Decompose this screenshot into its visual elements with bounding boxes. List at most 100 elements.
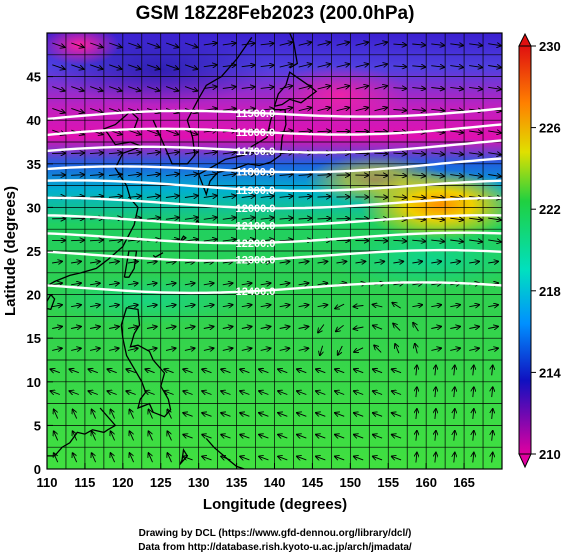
- wind-arrow: [454, 365, 455, 376]
- wind-arrow: [52, 107, 64, 112]
- wind-arrow: [127, 348, 138, 350]
- wind-arrow: [317, 108, 331, 111]
- wind-arrow: [241, 196, 255, 198]
- wind-arrow: [241, 327, 252, 329]
- wind-arrow: [109, 42, 121, 47]
- wind-arrow: [52, 42, 64, 47]
- wind-arrow: [71, 175, 84, 176]
- wind-arrow: [146, 64, 159, 69]
- y-tick-label: 45: [27, 70, 41, 85]
- wind-arrow: [222, 348, 233, 350]
- wind-arrow: [373, 369, 383, 373]
- wind-arrow: [355, 86, 369, 89]
- wind-arrow: [336, 86, 350, 89]
- contour-label: 12400.0: [236, 286, 276, 298]
- y-tick-label: 35: [27, 157, 41, 172]
- wind-arrow: [412, 153, 425, 154]
- credit-drawing: Drawing by DCL (https://www.gfd-dennou.o…: [139, 528, 412, 539]
- wind-arrow: [71, 86, 83, 91]
- wind-arrow: [73, 453, 78, 463]
- wind-arrow: [165, 42, 178, 47]
- wind-arrow: [202, 456, 212, 460]
- wind-arrow: [146, 42, 159, 47]
- y-tick-label: 25: [27, 244, 41, 259]
- wind-arrow: [107, 369, 117, 373]
- wind-arrow: [473, 431, 474, 441]
- wind-arrow: [416, 409, 417, 419]
- wind-arrow: [146, 261, 157, 263]
- wind-arrow: [127, 283, 138, 285]
- wind-arrow: [202, 369, 212, 373]
- wind-arrow: [241, 283, 252, 285]
- wind-arrow: [240, 435, 250, 439]
- wind-arrow: [165, 64, 178, 69]
- wind-arrow: [279, 174, 293, 175]
- wind-arrow: [297, 435, 307, 439]
- y-tick-label: 0: [34, 462, 41, 477]
- wind-arrow: [355, 261, 366, 263]
- wind-arrow: [492, 409, 493, 419]
- wind-arrow: [71, 327, 81, 329]
- wind-arrow: [454, 431, 455, 441]
- wind-arrow: [469, 218, 482, 220]
- wind-arrow: [374, 131, 387, 132]
- wind-arrow: [492, 365, 493, 376]
- height-contour: [47, 231, 502, 245]
- wind-arrow: [431, 261, 441, 263]
- wind-arrow: [89, 240, 103, 241]
- wind-arrow: [164, 369, 174, 373]
- wind-arrow: [279, 108, 293, 111]
- wind-arrow: [241, 239, 255, 241]
- wind-arrow: [183, 369, 193, 373]
- wind-arrow: [222, 218, 236, 220]
- wind-arrow: [469, 305, 479, 307]
- wind-arrow: [335, 413, 345, 417]
- wind-arrow: [298, 42, 312, 45]
- wind-arrow: [203, 196, 217, 198]
- wind-arrow: [374, 108, 388, 111]
- wind-arrow: [221, 369, 231, 373]
- wind-arrow: [450, 44, 463, 46]
- wind-arrow: [278, 456, 288, 460]
- wind-arrow: [183, 391, 193, 395]
- wind-arrow: [279, 64, 293, 67]
- wind-arrow: [203, 65, 217, 67]
- y-tick-label: 40: [27, 113, 41, 128]
- x-tick-label: 130: [188, 475, 210, 490]
- wind-arrow: [240, 413, 250, 417]
- wind-arrow: [145, 391, 155, 395]
- wind-arrow: [165, 305, 176, 307]
- wind-arrow: [165, 218, 179, 220]
- wind-arrow: [184, 42, 197, 47]
- wind-arrow: [90, 305, 100, 307]
- wind-arrow: [336, 42, 350, 45]
- wind-arrow: [184, 283, 195, 285]
- wind-arrow: [412, 197, 425, 198]
- wind-arrow: [278, 391, 288, 395]
- x-tick-label: 145: [302, 475, 324, 490]
- wind-arrow: [203, 43, 217, 45]
- wind-arrow: [431, 153, 444, 155]
- wind-arrow: [203, 239, 217, 241]
- wind-arrow: [279, 86, 293, 89]
- wind-arrow: [92, 431, 97, 441]
- wind-arrow: [260, 174, 274, 176]
- wind-arrow: [298, 86, 312, 89]
- wind-arrow: [89, 153, 103, 154]
- wind-arrow: [450, 240, 463, 242]
- wind-arrow: [184, 327, 195, 329]
- wind-arrow: [316, 435, 326, 439]
- wind-arrow: [297, 413, 307, 417]
- wind-arrow: [279, 348, 290, 350]
- wind-arrow: [260, 327, 271, 329]
- x-axis-title: Longitude (degrees): [203, 496, 347, 513]
- wind-arrow: [241, 348, 252, 350]
- wind-arrow: [184, 174, 198, 176]
- wind-arrow: [259, 435, 269, 439]
- wind-arrow: [354, 435, 364, 439]
- teal-region-south: [330, 230, 502, 290]
- wind-arrow: [374, 86, 388, 89]
- wind-arrow: [412, 175, 425, 176]
- wind-arrow: [431, 218, 444, 220]
- wind-arrow: [450, 218, 463, 220]
